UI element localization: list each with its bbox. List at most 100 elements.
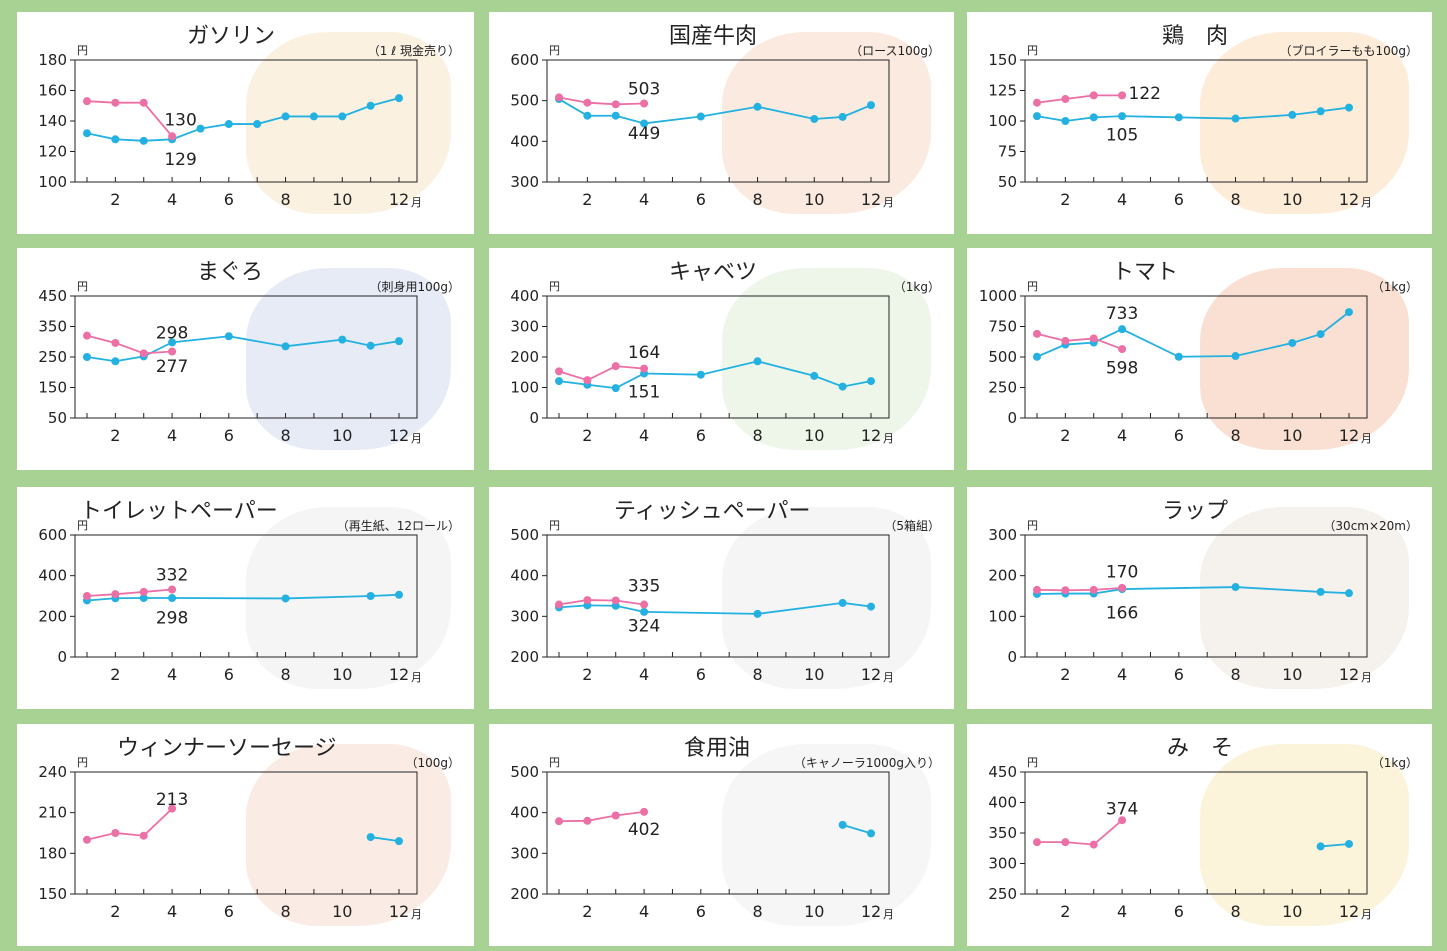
x-tick-label: 2 — [110, 665, 120, 684]
data-point — [611, 384, 620, 393]
data-point — [168, 132, 177, 141]
y-tick-label: 75 — [998, 143, 1017, 161]
unit-note: （再生紙、12ロール） — [336, 519, 460, 533]
y-tick-label: 0 — [57, 648, 67, 666]
series-line — [1037, 819, 1123, 846]
data-point — [83, 129, 91, 138]
data-point — [640, 119, 649, 128]
y-tick-label: 400 — [510, 132, 539, 150]
y-unit-label: 円 — [549, 756, 560, 769]
plot-frame — [74, 534, 418, 658]
y-tick-label: 100 — [988, 607, 1017, 625]
data-point — [1118, 816, 1127, 825]
series-line — [86, 593, 400, 602]
data-point — [168, 338, 177, 347]
data-point — [640, 600, 649, 609]
chart-title: 国産牛肉 — [669, 24, 758, 49]
data-point — [139, 98, 148, 107]
data-point — [139, 594, 148, 603]
data-point — [1316, 330, 1325, 339]
data-point — [1345, 103, 1353, 112]
data-point — [111, 338, 120, 347]
x-tick-label: 12 — [861, 190, 881, 209]
x-tick-label: 4 — [639, 190, 649, 209]
y-unit-label: 円 — [77, 280, 88, 293]
series-line — [1036, 586, 1123, 592]
y-tick-label: 400 — [38, 567, 67, 585]
series-line — [1036, 311, 1350, 358]
data-point — [366, 101, 375, 110]
data-point — [1061, 838, 1070, 847]
plot-frame — [1024, 534, 1368, 658]
line-chart: 0 250 500 750 1000 円 2 4 6 8 10 12 月 733 598 — [979, 280, 1372, 445]
data-point — [196, 124, 205, 133]
data-label: 449 — [628, 124, 660, 144]
x-tick-label: 10 — [332, 665, 352, 684]
y-tick-label: 150 — [38, 379, 67, 397]
line-chart: 300 400 500 600 円 2 4 6 8 10 12 月 503 449 — [510, 44, 894, 209]
data-label: 122 — [1129, 84, 1161, 104]
x-tick-label: 6 — [696, 190, 706, 209]
x-unit-label: 月 — [883, 432, 894, 445]
y-tick-label: 200 — [510, 648, 539, 666]
data-point — [1033, 838, 1041, 847]
y-tick-label: 400 — [988, 794, 1017, 812]
unit-note: （1kg） — [1371, 280, 1418, 294]
line-chart: 200 300 400 500 円 2 4 6 8 10 12 月 335 324 — [510, 519, 894, 684]
data-point — [1089, 91, 1098, 100]
data-point — [1174, 113, 1183, 122]
data-label: 277 — [156, 357, 188, 377]
data-point — [281, 594, 290, 603]
plot-frame — [74, 59, 418, 183]
data-point — [1345, 839, 1353, 848]
chart-panel: 国産牛肉 （ロース100g） 300 400 500 600 円 2 4 6 8 10 12 月 503 44… — [489, 12, 954, 234]
data-point — [281, 112, 290, 121]
data-point — [224, 332, 233, 341]
x-tick-label: 8 — [280, 665, 290, 684]
y-unit-label: 円 — [1027, 44, 1038, 57]
data-point — [111, 98, 120, 107]
data-label: 170 — [1106, 563, 1138, 583]
x-tick-label: 6 — [696, 665, 706, 684]
y-tick-label: 200 — [510, 348, 539, 366]
line-chart: 0 100 200 300 400 円 2 4 6 8 10 12 月 164 151 — [510, 280, 894, 445]
y-tick-label: 350 — [988, 824, 1017, 842]
x-tick-label: 2 — [110, 902, 120, 921]
data-point — [583, 111, 592, 120]
series-line — [558, 602, 872, 615]
data-point — [1118, 583, 1127, 592]
line-chart: 50 150 250 350 450 円 2 4 6 8 10 12 月 298 277 — [38, 280, 422, 445]
y-tick-label: 180 — [38, 51, 67, 69]
chart-panel: まぐろ （刺身用100g） 50 150 250 350 450 円 2 4 6 8 10 12 月 298 2… — [17, 248, 474, 470]
data-point — [395, 590, 403, 599]
series-line — [558, 360, 872, 390]
series-line — [842, 824, 872, 835]
y-tick-label: 100 — [38, 173, 67, 191]
data-label: 324 — [628, 617, 660, 637]
y-tick-label: 160 — [38, 82, 67, 100]
y-tick-label: 240 — [38, 763, 67, 781]
data-label: 598 — [1106, 358, 1138, 378]
y-tick-label: 300 — [988, 855, 1017, 873]
data-label: 129 — [164, 150, 196, 170]
x-tick-label: 6 — [224, 902, 234, 921]
data-point — [555, 377, 563, 386]
y-tick-label: 150 — [988, 51, 1017, 69]
line-chart: 0 200 400 600 円 2 4 6 8 10 12 月 332 298 — [38, 519, 422, 684]
data-point — [1118, 112, 1127, 121]
chart-title: ティッシュペーパー — [614, 499, 811, 524]
data-point — [168, 804, 177, 813]
plot-frame — [546, 295, 890, 419]
series-line — [558, 365, 645, 382]
x-tick-label: 10 — [804, 665, 824, 684]
x-tick-label: 4 — [1117, 190, 1127, 209]
data-point — [1033, 98, 1041, 107]
data-label: 298 — [156, 324, 188, 344]
data-point — [753, 102, 762, 111]
data-label: 335 — [628, 576, 660, 596]
data-label: 105 — [1106, 125, 1138, 145]
x-tick-label: 8 — [280, 902, 290, 921]
series-line — [1036, 106, 1350, 122]
data-point — [611, 111, 620, 120]
x-tick-label: 12 — [861, 665, 881, 684]
